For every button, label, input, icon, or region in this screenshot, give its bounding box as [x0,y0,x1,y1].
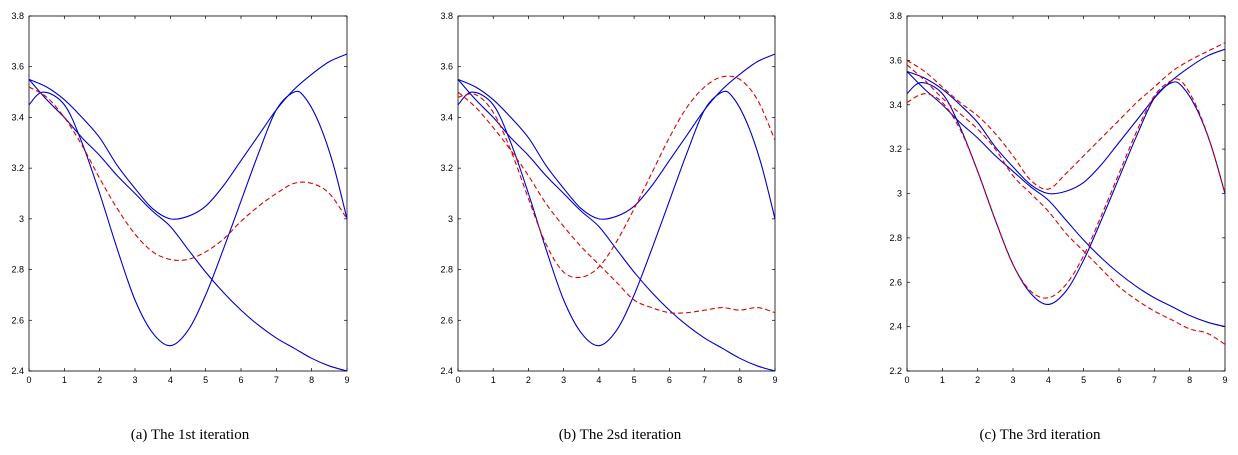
x-tick-label: 8 [1187,375,1192,385]
y-tick-label: 3.6 [889,55,902,65]
chart-b-svg: 0 1 2 3 4 5 6 7 8 9 2.4 2.6 2.8 3 3.2 3.4 3.6 3.8 [440,11,777,385]
series-line-dashed [906,78,1226,299]
x-tick-label: 9 [344,375,349,385]
series-line-solid [906,48,1226,195]
x-tick-label: 1 [940,375,945,385]
y-tick-label: 3.6 [11,62,24,72]
series-line-solid [457,79,776,372]
x-tick-label: 7 [274,375,279,385]
y-tick-label: 3 [897,189,902,199]
y-tick-label: 3.4 [440,112,453,122]
y-tick-label: 3.8 [11,11,24,21]
x-tick-label: 3 [1010,375,1015,385]
series-line-solid [457,53,776,220]
x-tick-label: 0 [904,375,909,385]
y-tick-label: 3.8 [889,11,902,21]
y-tick-label: 3.4 [11,112,24,122]
chart-c-caption: (c) The 3rd iteration [979,427,1101,443]
x-tick-label: 7 [702,375,707,385]
x-tick-label: 9 [1222,375,1227,385]
series-line-dashed [906,42,1226,190]
x-tick-label: 0 [26,375,31,385]
series-line-dashed [457,91,776,314]
x-tick-label: 4 [168,375,173,385]
chart-panel-b: 0 1 2 3 4 5 6 7 8 9 2.4 2.6 2.8 3 3.2 3.4 3.6 3.8 (b) The… [430,0,810,455]
chart-c-svg: 0 1 2 3 4 5 6 7 8 9 2.2 2.4 2.6 2.8 3 3.2 3.4 3.6 3.8 [889,11,1227,385]
series-line-dashed [457,75,776,279]
x-tick-label: 5 [632,375,637,385]
y-tick-label: 2.8 [889,233,902,243]
x-tick-label: 7 [1152,375,1157,385]
y-tick-label: 3.6 [440,62,453,72]
x-tick-label: 2 [975,375,980,385]
y-tick-label: 3.2 [440,163,453,173]
plot-frame [457,15,776,372]
y-tick-label: 3 [19,214,24,224]
y-tick-label: 2.2 [889,366,902,376]
y-tick-label: 3 [448,214,453,224]
series-line-dashed [906,64,1226,345]
y-tick-label: 2.6 [11,315,24,325]
chart-panel-a: 0 1 2 3 4 5 6 7 8 9 2.4 2.6 2.8 3 3.2 3.4 3.6 3.8 (a) The… [0,0,380,455]
x-tick-label: 1 [491,375,496,385]
x-tick-label: 5 [203,375,208,385]
chart-panel-c: 0 1 2 3 4 5 6 7 8 9 2.2 2.4 2.6 2.8 3 3.2 3.4 3.6 3.8 (c) … [850,0,1230,455]
x-tick-label: 8 [737,375,742,385]
y-tick-label: 2.8 [440,265,453,275]
chart-a-caption: (a) The 1st iteration [130,427,250,443]
x-tick-label: 3 [132,375,137,385]
y-tick-label: 2.4 [11,366,24,376]
y-tick-label: 3.8 [440,11,453,21]
plot-frame [28,15,348,372]
y-tick-label: 2.6 [440,315,453,325]
x-tick-label: 0 [455,375,460,385]
x-tick-label: 6 [667,375,672,385]
x-tick-label: 2 [97,375,102,385]
series-line-solid [906,81,1226,305]
x-tick-label: 1 [62,375,67,385]
y-tick-label: 3.2 [889,144,902,154]
series-line-solid [906,71,1226,328]
series-line-solid [28,90,348,347]
series-line-solid [457,90,776,347]
plot-frame [906,15,1226,372]
x-tick-label: 5 [1081,375,1086,385]
series-line-dashed [28,86,348,261]
y-tick-label: 3.4 [889,100,902,110]
y-tick-label: 3.2 [11,163,24,173]
y-tick-label: 2.4 [440,366,453,376]
x-tick-label: 4 [1046,375,1051,385]
series-line-solid [28,53,348,220]
y-tick-label: 2.4 [889,322,902,332]
chart-b-caption: (b) The 2sd iteration [558,427,682,443]
x-tick-label: 6 [238,375,243,385]
y-tick-label: 2.8 [11,265,24,275]
series-line-solid [28,79,348,372]
x-tick-label: 8 [309,375,314,385]
x-tick-label: 2 [526,375,531,385]
x-tick-label: 3 [561,375,566,385]
x-tick-label: 9 [772,375,777,385]
chart-a-svg: 0 1 2 3 4 5 6 7 8 9 2.4 2.6 2.8 3 3.2 3.4 3.6 3.8 [11,11,349,385]
x-tick-label: 6 [1116,375,1121,385]
y-tick-label: 2.6 [889,277,902,287]
x-tick-label: 4 [596,375,601,385]
